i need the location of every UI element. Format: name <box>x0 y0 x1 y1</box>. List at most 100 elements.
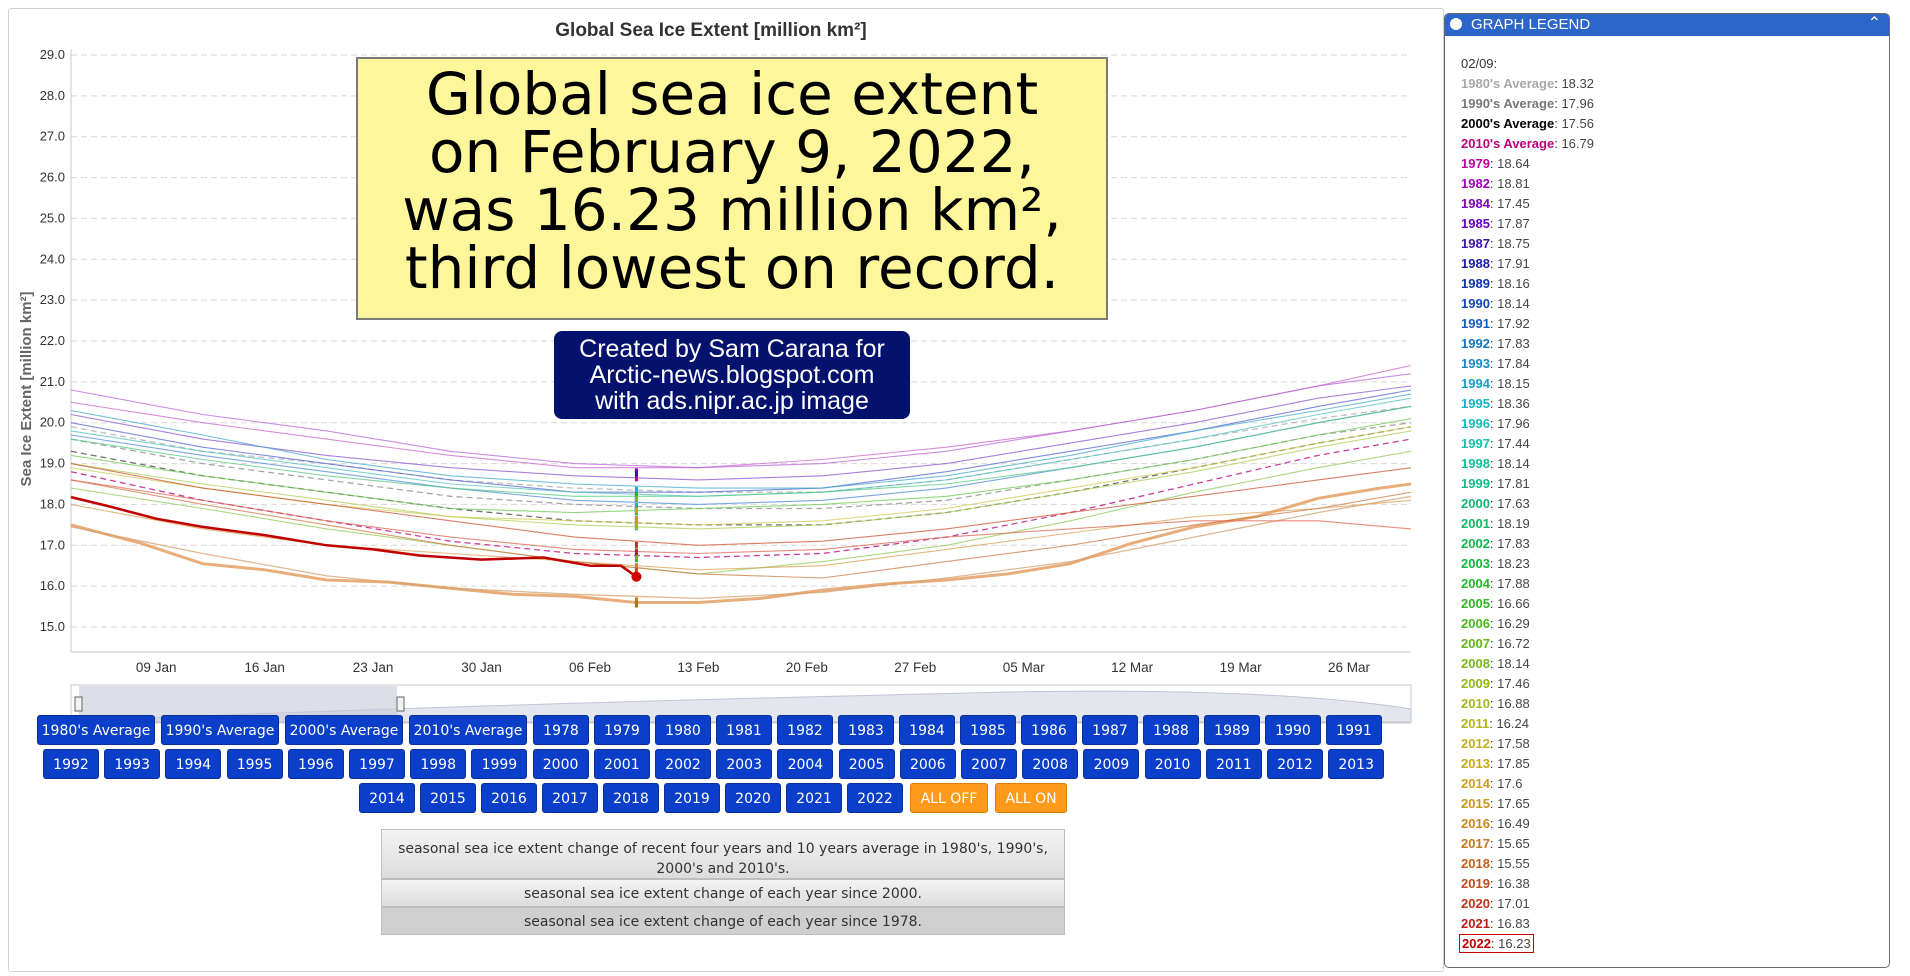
x-tick-label: 19 Mar <box>1220 660 1263 675</box>
series-button-1986[interactable]: 1986 <box>1021 715 1077 745</box>
series-button-1982[interactable]: 1982 <box>777 715 833 745</box>
series-button-2001[interactable]: 2001 <box>593 749 650 779</box>
legend-item-name: 2015 <box>1461 796 1490 811</box>
legend-item-name: 2017 <box>1461 836 1490 851</box>
current-day-marker <box>634 549 638 556</box>
series-button-2015[interactable]: 2015 <box>420 783 476 813</box>
legend-item: 1998: 18.14 <box>1461 454 1889 474</box>
series-button-2020[interactable]: 2020 <box>725 783 781 813</box>
legend-item: 1993: 17.84 <box>1461 354 1889 374</box>
series-line-2012 <box>70 426 1412 526</box>
series-button-1988[interactable]: 1988 <box>1143 715 1199 745</box>
legend-separator: : <box>1489 676 1498 691</box>
series-button-1996[interactable]: 1996 <box>287 749 344 779</box>
series-button-1999[interactable]: 1999 <box>471 749 528 779</box>
series-button-1994[interactable]: 1994 <box>165 749 222 779</box>
legend-item-name: 1994 <box>1461 376 1490 391</box>
series-button-2019[interactable]: 2019 <box>664 783 720 813</box>
legend-item-value: 17.96 <box>1561 96 1594 111</box>
legend-item-value: 17.44 <box>1497 436 1530 451</box>
series-button-1998[interactable]: 1998 <box>410 749 467 779</box>
series-button-2009[interactable]: 2009 <box>1083 749 1140 779</box>
legend-item-value: 17.01 <box>1497 896 1530 911</box>
current-day-marker <box>634 567 638 574</box>
legend-item: 2002: 17.83 <box>1461 534 1889 554</box>
series-button-2010[interactable]: 2010 <box>1144 749 1201 779</box>
series-button-1980[interactable]: 1980 <box>655 715 711 745</box>
series-button-1984[interactable]: 1984 <box>899 715 955 745</box>
series-button-2013[interactable]: 2013 <box>1328 749 1385 779</box>
current-day-marker <box>634 553 638 560</box>
series-button-2014[interactable]: 2014 <box>359 783 415 813</box>
legend-item-name: 2002 <box>1461 536 1490 551</box>
series-button-2007[interactable]: 2007 <box>961 749 1017 779</box>
series-button-1985[interactable]: 1985 <box>960 715 1016 745</box>
series-button-1989[interactable]: 1989 <box>1204 715 1260 745</box>
series-button-1997[interactable]: 1997 <box>349 749 405 779</box>
y-tick-label: 28.0 <box>40 88 65 103</box>
series-button-1990-s-average[interactable]: 1990's Average <box>161 715 279 745</box>
legend-item: 2000's Average: 17.56 <box>1461 114 1889 134</box>
series-button-1978[interactable]: 1978 <box>533 715 589 745</box>
current-day-marker <box>634 507 638 514</box>
series-line-2022 <box>70 495 638 578</box>
all-on-button[interactable]: ALL ON <box>995 783 1067 813</box>
series-button-1980-s-average[interactable]: 1980's Average <box>37 715 155 745</box>
navigator-handle-right <box>396 696 405 712</box>
legend-item: 1987: 18.75 <box>1461 234 1889 254</box>
legend-item-name: 1997 <box>1461 436 1490 451</box>
series-button-1983[interactable]: 1983 <box>838 715 894 745</box>
series-button-2022[interactable]: 2022 <box>847 783 903 813</box>
series-button-1991[interactable]: 1991 <box>1326 715 1382 745</box>
all-off-button[interactable]: ALL OFF <box>910 783 988 813</box>
series-button-1992[interactable]: 1992 <box>43 749 99 779</box>
headline-box: Global sea ice extent on February 9, 202… <box>356 57 1108 320</box>
series-button-2006[interactable]: 2006 <box>899 749 956 779</box>
series-button-2010-s-average[interactable]: 2010's Average <box>409 715 527 745</box>
series-line-1982 <box>70 373 1412 469</box>
graph-legend: GRAPH LEGEND ⌃ 02/09: 1980's Average: 18… <box>1444 13 1890 968</box>
info-button-since-1978[interactable]: seasonal sea ice extent change of each y… <box>381 907 1065 935</box>
series-button-2021[interactable]: 2021 <box>786 783 842 813</box>
legend-item-name: 1996 <box>1461 416 1490 431</box>
legend-item-name: 2021 <box>1461 916 1490 931</box>
legend-item-value: 16.29 <box>1497 616 1530 631</box>
legend-item-name: 2012 <box>1461 736 1490 751</box>
legend-separator: : <box>1489 376 1498 391</box>
series-button-2000-s-average[interactable]: 2000's Average <box>285 715 403 745</box>
series-line-2004 <box>70 418 1412 514</box>
series-button-1995[interactable]: 1995 <box>226 749 283 779</box>
series-button-1987[interactable]: 1987 <box>1082 715 1138 745</box>
legend-item-name: 2010 <box>1461 696 1490 711</box>
series-button-2002[interactable]: 2002 <box>655 749 711 779</box>
series-button-1993[interactable]: 1993 <box>104 749 161 779</box>
legend-item-value: 18.64 <box>1497 156 1530 171</box>
legend-item: 1982: 18.81 <box>1461 174 1889 194</box>
series-button-2016[interactable]: 2016 <box>481 783 537 813</box>
legend-header[interactable]: GRAPH LEGEND ⌃ <box>1445 14 1889 36</box>
series-button-2003[interactable]: 2003 <box>716 749 773 779</box>
series-button-2008[interactable]: 2008 <box>1022 749 1079 779</box>
series-button-2004[interactable]: 2004 <box>777 749 834 779</box>
series-button-2018[interactable]: 2018 <box>603 783 659 813</box>
legend-separator: : <box>1489 176 1498 191</box>
legend-item: 2010's Average: 16.79 <box>1461 134 1889 154</box>
series-button-1979[interactable]: 1979 <box>594 715 650 745</box>
series-button-2005[interactable]: 2005 <box>838 749 895 779</box>
credit-box: Created by Sam Carana for Arctic-news.bl… <box>554 331 910 419</box>
series-button-2000[interactable]: 2000 <box>532 749 589 779</box>
collapse-icon[interactable]: ⌃ <box>1867 15 1881 32</box>
legend-separator: : <box>1489 316 1498 331</box>
info-button-recent[interactable]: seasonal sea ice extent change of recent… <box>381 829 1065 879</box>
series-button-2012[interactable]: 2012 <box>1267 749 1323 779</box>
series-button-1981[interactable]: 1981 <box>716 715 772 745</box>
current-day-marker <box>634 470 638 477</box>
series-button-2011[interactable]: 2011 <box>1205 749 1262 779</box>
legend-item: 1989: 18.16 <box>1461 274 1889 294</box>
info-button-since-2000[interactable]: seasonal sea ice extent change of each y… <box>381 879 1065 907</box>
legend-date: 02/09: <box>1461 56 1498 71</box>
legend-item-name: 2010's Average <box>1461 136 1555 151</box>
legend-separator: : <box>1489 196 1498 211</box>
series-button-1990[interactable]: 1990 <box>1265 715 1321 745</box>
series-button-2017[interactable]: 2017 <box>542 783 598 813</box>
